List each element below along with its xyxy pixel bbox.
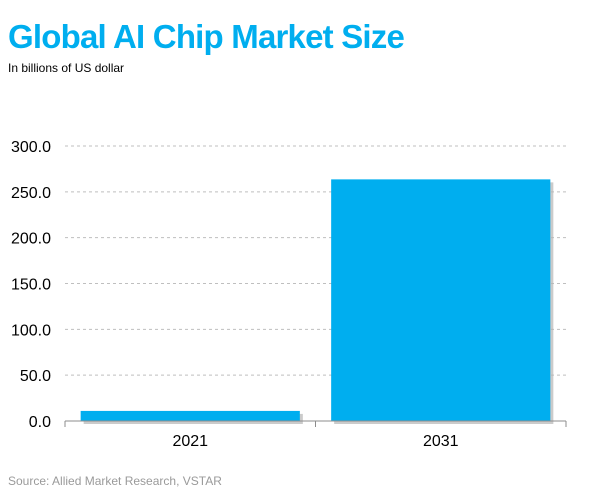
page-subtitle: In billions of US dollar: [8, 61, 125, 75]
y-tick-label: 50.0: [20, 368, 51, 385]
y-axis-ticks: 0.0 50.0 100.0 150.0 200.0 250.0 300.0: [11, 139, 51, 431]
page-title: Global AI Chip Market Size: [8, 18, 405, 55]
bar-2021: [80, 410, 300, 421]
y-tick-label: 250.0: [11, 185, 51, 202]
y-tick-label: 0.0: [29, 414, 51, 431]
y-tick-label: 100.0: [11, 322, 51, 339]
x-tick-label: 2021: [172, 433, 208, 450]
x-axis: [64, 420, 567, 427]
source-note: Source: Allied Market Research, VSTAR: [8, 474, 222, 488]
y-tick-label: 200.0: [11, 231, 51, 248]
x-axis-ticks: 2021 2031: [172, 433, 458, 450]
y-tick-label: 300.0: [11, 139, 51, 156]
y-tick-label: 150.0: [11, 277, 51, 294]
bars: [80, 179, 554, 424]
bar-2031: [331, 179, 551, 421]
x-tick-label: 2031: [423, 433, 459, 450]
